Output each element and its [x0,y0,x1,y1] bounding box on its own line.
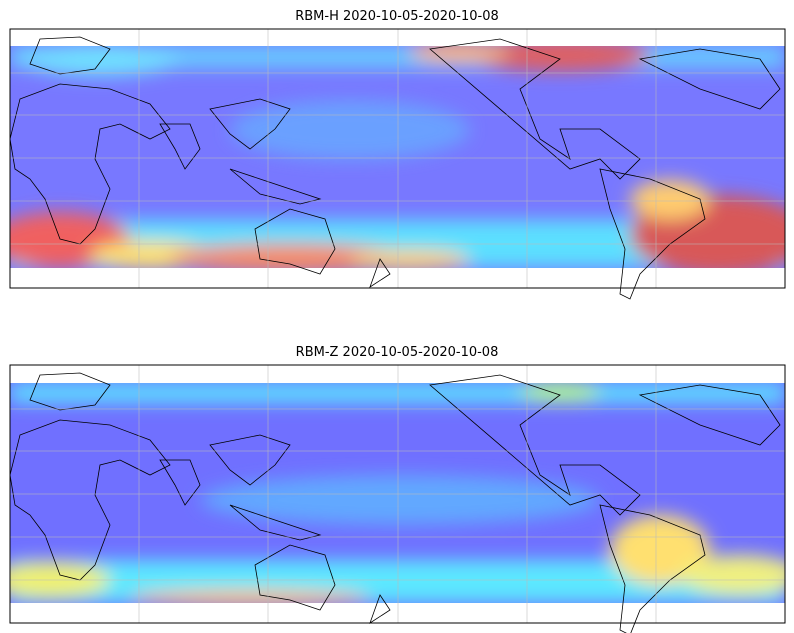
map-panel: RBM-Z 2020-10-05-2020-10-08 [9,345,786,633]
map-frame [9,364,786,624]
map-frame [9,28,786,289]
map-panel: RBM-H 2020-10-05-2020-10-08 [9,9,786,300]
graticule [10,365,785,623]
field [10,46,785,268]
panel-title: RBM-Z 2020-10-05-2020-10-08 [296,345,499,360]
panel-title: RBM-H 2020-10-05-2020-10-08 [295,9,499,24]
graticule [10,29,785,288]
